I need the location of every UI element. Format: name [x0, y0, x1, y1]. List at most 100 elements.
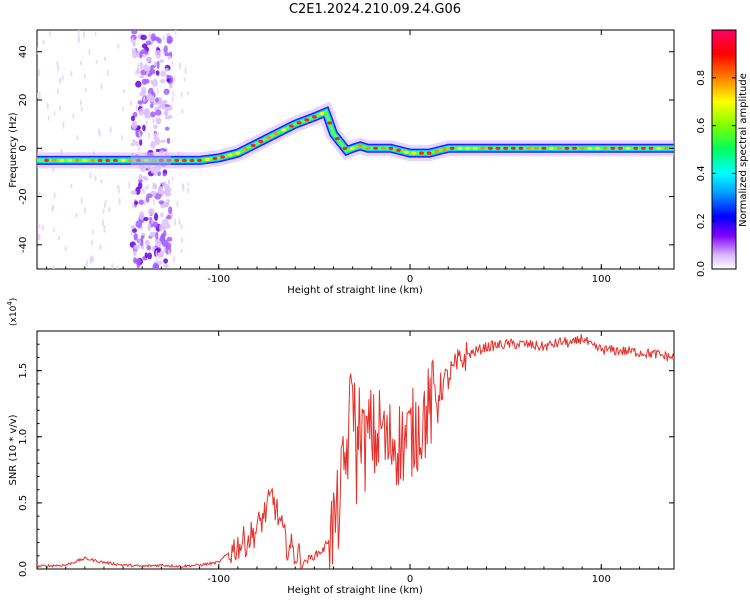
ridge-core — [235, 151, 241, 155]
noise-speck — [130, 225, 136, 229]
noise-speck — [145, 196, 150, 203]
ridge-core — [97, 158, 103, 162]
ridge-core — [82, 158, 88, 162]
noise-speck — [180, 248, 183, 254]
ridge-core — [120, 158, 126, 162]
ridge-core — [59, 158, 65, 162]
noise-speck — [181, 182, 184, 189]
noise-speck — [52, 264, 55, 269]
noise-speck — [163, 258, 168, 264]
snr-axes: -100 0 100 0.0 0.5 1.0 1.5 — [18, 331, 674, 585]
noise-speck — [153, 80, 156, 86]
noise-speck — [130, 115, 135, 122]
ridge-core — [289, 124, 294, 128]
noise-speck — [38, 191, 41, 197]
noise-speck — [133, 250, 137, 256]
ridge-core — [579, 146, 585, 150]
noise-speck — [133, 233, 138, 241]
ridge-core — [181, 158, 187, 162]
noise-speck — [137, 62, 140, 68]
noise-speck — [144, 114, 151, 119]
noise-speck — [72, 113, 75, 119]
noise-speck — [140, 34, 147, 41]
ridge-core — [419, 151, 424, 155]
noise-speck — [158, 200, 165, 205]
snr-line — [37, 334, 674, 569]
noise-speck — [131, 121, 138, 130]
noise-speck — [100, 179, 103, 184]
noise-speck — [135, 80, 142, 88]
noise-speck — [139, 75, 144, 79]
noise-speck — [147, 184, 150, 190]
noise-speck — [136, 67, 140, 75]
noise-speck — [159, 223, 163, 232]
noise-speck — [166, 201, 170, 207]
noise-speck — [152, 117, 155, 124]
noise-speck — [162, 34, 165, 42]
noise-speck — [164, 126, 170, 131]
noise-speck — [176, 201, 179, 208]
noise-speck — [38, 91, 41, 100]
ridge-core — [334, 137, 340, 141]
ridge-core — [197, 158, 202, 162]
noise-speck — [166, 199, 170, 203]
noise-speck — [139, 138, 143, 146]
noise-speck — [150, 111, 156, 118]
noise-speck — [148, 208, 155, 216]
noise-speck — [160, 78, 166, 84]
noise-speck — [160, 70, 167, 77]
ridge-core — [518, 146, 524, 150]
ridge-core — [426, 151, 432, 155]
noise-speck — [174, 30, 177, 35]
noise-speck — [160, 235, 164, 242]
noise-speck — [149, 231, 157, 238]
noise-speck — [141, 43, 148, 49]
noise-speck — [156, 131, 159, 137]
noise-speck — [156, 240, 162, 247]
noise-speck — [120, 134, 123, 141]
noise-speck — [164, 116, 171, 120]
bot-ytick-label: 1.5 — [18, 363, 29, 379]
noise-speck — [184, 66, 187, 75]
noise-speck — [133, 244, 140, 250]
colorbar-tick-label: 0.0 — [696, 261, 707, 277]
noise-speck — [138, 145, 141, 152]
noise-speck — [111, 263, 114, 269]
noise-speck — [92, 256, 95, 263]
noise-speck — [108, 206, 111, 213]
ridge-core — [587, 146, 593, 150]
noise-speck — [86, 259, 89, 268]
noise-speck — [70, 70, 73, 77]
noise-speck — [83, 206, 86, 214]
noise-speck — [130, 229, 133, 237]
noise-speck — [155, 109, 162, 116]
noise-speck — [168, 206, 173, 214]
colorbar-ticks: 0.0 0.2 0.4 0.6 0.8 — [696, 70, 736, 277]
noise-speck — [37, 68, 40, 77]
noise-speck — [166, 137, 171, 144]
noise-speck — [47, 115, 50, 121]
ridge-core — [663, 146, 669, 150]
ridge-core — [90, 158, 95, 162]
noise-speck — [143, 64, 149, 72]
noise-speck — [155, 256, 158, 264]
ridge-core — [556, 146, 562, 150]
noise-speck — [147, 252, 153, 260]
noise-speck — [51, 205, 54, 212]
ridge-core — [396, 148, 401, 152]
noise-speck — [131, 202, 134, 209]
noise-speck — [146, 70, 149, 78]
ridge-core — [633, 146, 639, 150]
ridge-core — [640, 146, 646, 150]
ridge-core — [373, 146, 378, 150]
noise-speck — [42, 223, 45, 231]
ridge-core — [105, 158, 111, 162]
noise-speck — [150, 80, 155, 84]
ridge-core — [533, 146, 539, 150]
ridge-core — [526, 146, 532, 150]
noise-speck — [183, 76, 186, 82]
noise-speck — [145, 56, 152, 63]
ridge-core — [549, 146, 554, 150]
ridge-core — [403, 150, 409, 154]
noise-speck — [165, 223, 171, 229]
